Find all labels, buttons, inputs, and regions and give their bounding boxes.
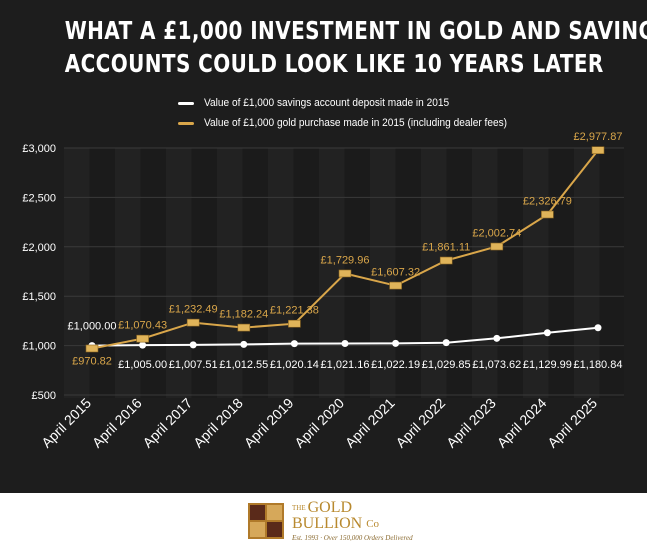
data-label-savings: £1,022.19 [371,359,420,371]
data-label-gold: £1,607.32 [371,267,420,279]
series-line-gold [91,149,599,350]
x-tick-label: April 2020 [291,395,347,451]
data-label-savings: £1,005.00 [118,359,167,371]
legend-swatch-gold [178,121,194,125]
x-tick-label: April 2021 [342,395,398,451]
data-label-savings: £1,029.85 [422,359,471,371]
x-tick-label: April 2025 [544,395,600,451]
data-point-gold-bar [237,323,251,332]
legend-label-savings: Value of £1,000 savings account deposit … [204,97,450,109]
data-label-gold: £1,221.38 [270,305,319,317]
x-tick-label: April 2016 [89,395,145,451]
line-chart: £500 £1,000 £1,500 £2,000 £2,500 £3,000 April … [22,131,624,451]
logo-gold: GOLD [307,499,353,516]
data-point-savings [442,339,450,347]
data-point-gold-bar [439,256,453,265]
y-tick-label: £3,000 [22,143,56,155]
x-tick-label: April 2015 [38,395,94,451]
data-point-gold-bar [136,334,149,343]
data-label-gold: £1,182.24 [219,309,268,321]
data-label-gold: £2,002.74 [472,228,521,240]
chart-title-line2: ACCOUNTS COULD LOOK LIKE 10 YEARS LATER [64,49,604,78]
data-point-gold-bar [338,269,352,278]
data-label-savings: £1,021.16 [321,359,370,371]
data-label-gold: £2,326.79 [523,196,572,208]
x-tick-label: April 2019 [241,395,297,451]
data-point-savings [240,340,248,348]
data-point-gold-bar [288,319,301,328]
chart-card: WHAT A £1,000 INVESTMENT IN GOLD AND SAV… [0,0,647,493]
logo-name-line2: BULLION Co [292,516,413,532]
logo-the: THE [292,504,306,512]
logo-tagline: Est. 1993 · Over 150,000 Orders Delivere… [292,534,413,542]
data-point-savings [392,339,400,347]
data-label-gold: £970.82 [72,355,112,367]
data-point-savings [341,340,349,348]
chart-legend: Value of £1,000 savings account deposit … [178,93,533,133]
legend-item-gold: Value of £1,000 gold purchase made in 20… [178,113,533,133]
x-tick-label: April 2018 [190,395,246,451]
y-tick-label: £2,500 [22,192,56,204]
data-label-gold: £1,070.43 [118,320,167,332]
y-tick-label: £1,500 [22,291,56,303]
data-label-savings: £1,180.84 [574,359,623,371]
data-point-savings [139,341,147,349]
data-label-savings: £1,000.00 [68,321,117,333]
data-point-gold-bar [591,146,605,154]
y-tick-label: £2,000 [22,242,56,254]
legend-label-gold: Value of £1,000 gold purchase made in 20… [204,117,508,129]
data-point-savings [290,340,298,348]
data-label-savings: £1,007.51 [169,359,218,371]
data-point-gold-bar [490,242,504,251]
logo-monogram-icon [246,501,286,541]
footer [0,493,647,549]
data-point-gold-bar [389,281,402,290]
data-point-savings [594,324,602,332]
data-label-savings: £1,073.62 [472,359,521,371]
x-tick-label: April 2024 [494,395,550,451]
data-point-gold-bar [186,318,200,327]
data-label-gold: £1,729.96 [321,254,370,266]
logo-wordmark: THE GOLD BULLION Co Est. 1993 · Over 150,… [292,500,413,543]
y-tick-label: £500 [32,390,56,402]
data-label-gold: £2,977.87 [574,131,623,143]
data-point-savings [543,329,551,337]
chart-title-line1: WHAT A £1,000 INVESTMENT IN GOLD AND SAV… [64,16,647,45]
company-logo: THE GOLD BULLION Co Est. 1993 · Over 150,… [246,498,413,544]
y-tick-label: £1,000 [22,341,56,353]
legend-item-savings: Value of £1,000 savings account deposit … [178,93,533,113]
data-label-savings: £1,012.55 [219,359,268,371]
logo-name-line1: THE GOLD [292,500,413,516]
data-label-savings: £1,129.99 [523,359,572,371]
data-label-savings: £1,020.14 [270,359,319,371]
logo-co: Co [366,518,380,530]
x-tick-label: April 2017 [139,395,195,451]
data-label-gold: £1,232.49 [169,304,218,316]
data-point-gold-bar [541,210,554,219]
x-tick-label: April 2023 [443,395,499,451]
x-tick-label: April 2022 [392,395,448,451]
legend-swatch-savings [178,101,194,105]
data-point-savings [189,341,197,349]
data-label-gold: £1,861.11 [422,242,470,254]
chart-title: WHAT A £1,000 INVESTMENT IN GOLD AND SAV… [64,14,647,80]
data-point-savings [493,334,501,342]
logo-bullion: BULLION [292,515,363,532]
data-point-gold-bar [85,344,99,353]
